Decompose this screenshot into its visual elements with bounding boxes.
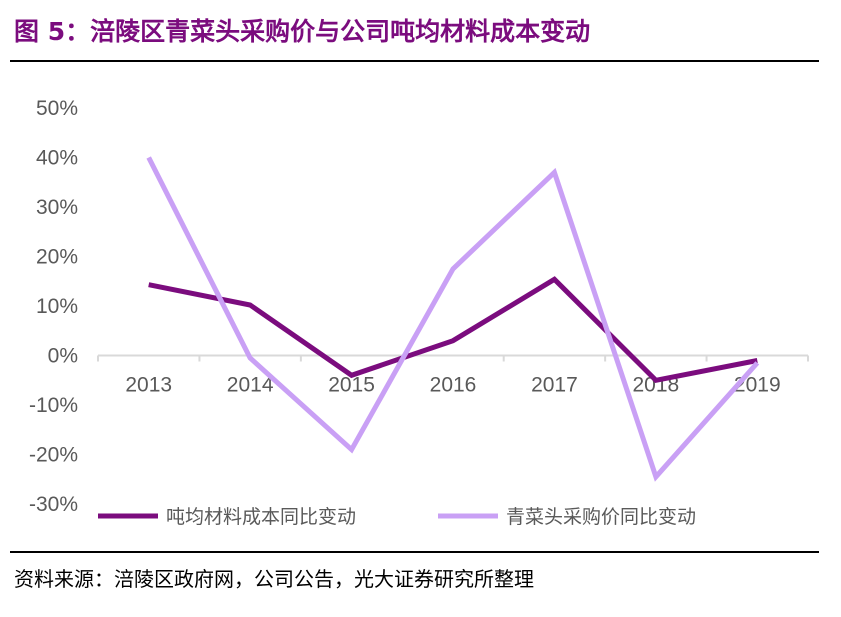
y-tick-label: 10% — [36, 295, 78, 318]
y-tick-label: 0% — [48, 345, 78, 368]
y-tick-label: 40% — [36, 147, 78, 170]
x-tick-label: 2015 — [328, 374, 375, 397]
x-tick-label: 2017 — [531, 374, 578, 397]
y-tick-label: 30% — [36, 196, 78, 219]
x-axis: 2013 2014 2015 2016 2017 2018 2019 — [97, 354, 809, 397]
title-rule — [10, 60, 819, 62]
legend-label-1: 吨均材料成本同比变动 — [166, 506, 356, 528]
legend-label-2: 青菜头采购价同比变动 — [506, 506, 696, 528]
figure-title: 图 5：涪陵区青菜头采购价与公司吨均材料成本变动 — [14, 17, 591, 46]
x-tick-label: 2013 — [125, 374, 172, 397]
y-tick-label: 50% — [36, 97, 78, 120]
series-line-1 — [148, 276, 758, 384]
source-rule — [10, 551, 819, 553]
legend: 吨均材料成本同比变动 青菜头采购价同比变动 — [98, 506, 696, 528]
source-note: 资料来源：涪陵区政府网，公司公告，光大证券研究所整理 — [14, 567, 534, 591]
y-tick-label: -10% — [29, 394, 78, 417]
y-tick-label: 20% — [36, 246, 78, 269]
x-tick-label: 2016 — [430, 374, 477, 397]
x-tick-label: 2014 — [227, 374, 274, 397]
y-axis: -30% -20% -10% 0% 10% 20% 30% 40% 50% — [29, 97, 78, 516]
series-layer — [146, 156, 760, 482]
y-tick-label: -20% — [29, 444, 78, 467]
series-line-2 — [146, 156, 760, 482]
y-tick-label: -30% — [29, 493, 78, 516]
